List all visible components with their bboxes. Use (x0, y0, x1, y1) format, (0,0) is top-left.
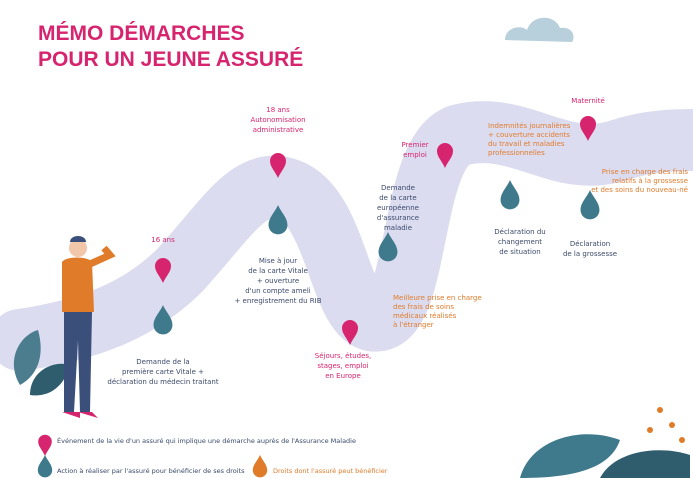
legend-drop (253, 455, 267, 477)
action-label: de la grossesse (563, 250, 617, 258)
action-label: Demande (381, 184, 415, 192)
right-label: relatifs à la grossesse (612, 177, 688, 185)
right-label: médicaux réalisés (393, 312, 457, 320)
action-drop (501, 180, 520, 209)
right-label: du travail et maladies (488, 140, 565, 148)
event-label: administrative (253, 126, 304, 134)
right-label: des frais de soins (393, 303, 454, 311)
right-label: Indemnités journalières (488, 122, 571, 130)
action-label: déclaration du médecin traitant (107, 378, 218, 386)
legend-drop (38, 455, 52, 477)
right-label: et des soins du nouveau-né (591, 186, 688, 194)
right-label: Prise en charge des frais (602, 168, 689, 176)
legend-label: Événement de la vie d'un assuré qui impl… (57, 436, 356, 445)
action-label: européenne (377, 204, 419, 212)
event-label: 18 ans (266, 106, 290, 114)
infographic: MÉMO DÉMARCHES POUR UN JEUNE ASSURÉ 16 a… (0, 0, 693, 478)
action-label: changement (498, 238, 542, 246)
action-label: d'un compte ameli (245, 287, 310, 295)
action-label: première carte Vitale + (122, 368, 204, 376)
action-label: d'assurance (377, 214, 419, 222)
action-label: maladie (384, 224, 412, 232)
right-label: + couverture accidents (488, 131, 570, 139)
action-label: + ouverture (257, 277, 299, 285)
right-label: à l'étranger (393, 321, 434, 329)
event-label: en Europe (325, 372, 361, 380)
right-label: Meilleure prise en charge (393, 294, 482, 302)
right-label: professionnelles (488, 149, 545, 157)
event-label: Maternité (571, 97, 605, 105)
title-line: POUR UN JEUNE ASSURÉ (38, 48, 303, 71)
action-label: Mise à jour (259, 257, 297, 265)
action-label: Demande de la (136, 358, 189, 366)
action-label: Déclaration (570, 240, 610, 248)
action-label: de la carte (379, 194, 417, 202)
event-label: Séjours, études, (315, 352, 372, 360)
cloud (505, 18, 574, 42)
action-label: de situation (499, 248, 540, 256)
path-ribbon (20, 132, 693, 340)
action-label: Déclaration du (494, 228, 545, 236)
legend-label: Droits dont l'assuré peut bénéficier (273, 467, 388, 475)
legend-label: Action à réaliser par l'assuré pour béné… (57, 467, 245, 475)
action-label: + enregistrement du RIB (234, 297, 321, 305)
event-label: Premier (401, 141, 428, 149)
event-label: emploi (403, 151, 427, 159)
action-label: de la carte Vitale (248, 267, 308, 275)
event-pin (38, 435, 52, 456)
event-label: 16 ans (151, 236, 175, 244)
action-drop (581, 190, 600, 219)
event-label: stages, emploi (317, 362, 368, 370)
event-label: Autonomisation (250, 116, 305, 124)
title-line: MÉMO DÉMARCHES (38, 22, 245, 45)
plant-right (520, 407, 690, 478)
